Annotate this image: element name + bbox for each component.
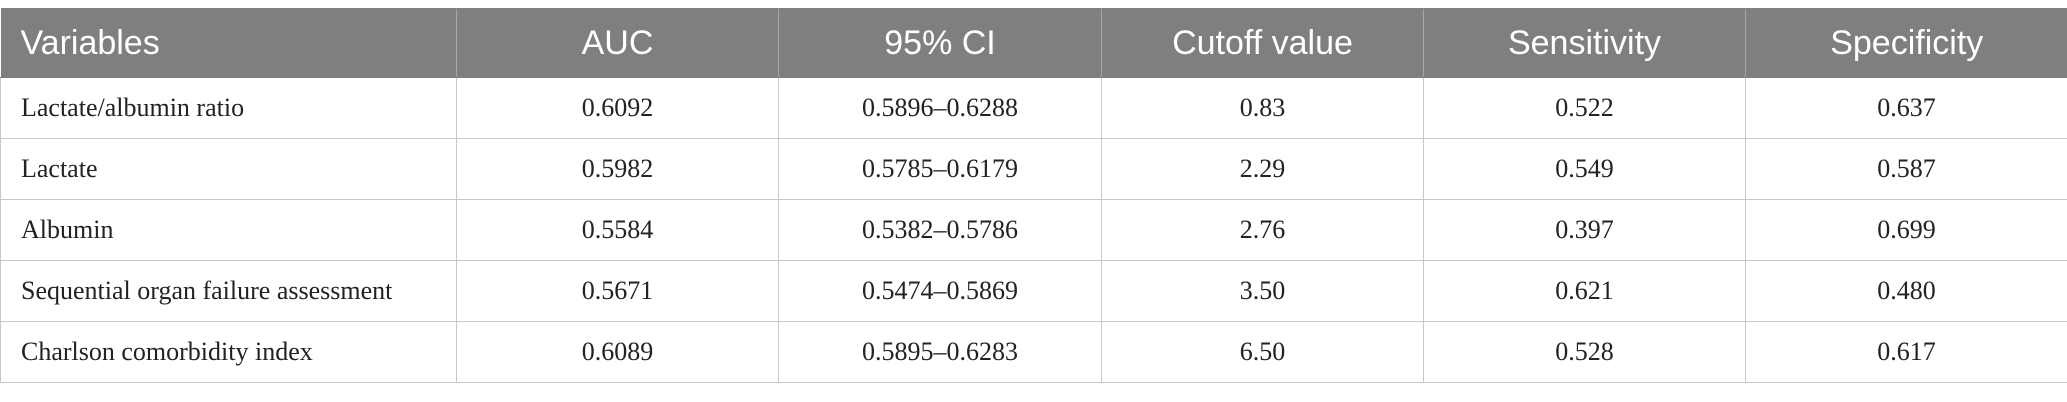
- table-row: Charlson comorbidity index 0.6089 0.5895…: [0, 321, 2067, 383]
- cell-sensitivity: 0.397: [1423, 199, 1746, 261]
- cell-specificity: 0.637: [1745, 77, 2067, 139]
- header-sensitivity: Sensitivity: [1423, 8, 1746, 78]
- table-row: Sequential organ failure assessment 0.56…: [0, 260, 2067, 322]
- cell-specificity: 0.587: [1745, 138, 2067, 200]
- cell-specificity: 0.699: [1745, 199, 2067, 261]
- cell-auc: 0.6092: [456, 77, 779, 139]
- table-row: Albumin 0.5584 0.5382–0.5786 2.76 0.397 …: [0, 199, 2067, 261]
- cell-cutoff-value: 0.83: [1101, 77, 1424, 139]
- table-row: Lactate/albumin ratio 0.6092 0.5896–0.62…: [0, 77, 2067, 139]
- table-row: Lactate 0.5982 0.5785–0.6179 2.29 0.549 …: [0, 138, 2067, 200]
- header-cutoff-value: Cutoff value: [1101, 8, 1424, 78]
- header-95-ci: 95% CI: [778, 8, 1102, 78]
- results-table: Variables AUC 95% CI Cutoff value Sensit…: [0, 8, 2067, 383]
- cell-variable: Albumin: [0, 199, 457, 261]
- cell-variable: Sequential organ failure assessment: [0, 260, 457, 322]
- cell-variable: Lactate/albumin ratio: [0, 77, 457, 139]
- header-variables: Variables: [0, 8, 457, 78]
- cell-sensitivity: 0.549: [1423, 138, 1746, 200]
- cell-auc: 0.5584: [456, 199, 779, 261]
- cell-95-ci: 0.5382–0.5786: [778, 199, 1102, 261]
- cell-sensitivity: 0.528: [1423, 321, 1746, 383]
- cell-variable: Charlson comorbidity index: [0, 321, 457, 383]
- cell-95-ci: 0.5895–0.6283: [778, 321, 1102, 383]
- cell-sensitivity: 0.621: [1423, 260, 1746, 322]
- table-body: Lactate/albumin ratio 0.6092 0.5896–0.62…: [0, 77, 2067, 383]
- cell-variable: Lactate: [0, 138, 457, 200]
- header-row: Variables AUC 95% CI Cutoff value Sensit…: [0, 8, 2067, 78]
- cell-cutoff-value: 2.76: [1101, 199, 1424, 261]
- header-auc: AUC: [456, 8, 779, 78]
- cell-cutoff-value: 2.29: [1101, 138, 1424, 200]
- cell-auc: 0.5982: [456, 138, 779, 200]
- header-specificity: Specificity: [1745, 8, 2067, 78]
- cell-specificity: 0.617: [1745, 321, 2067, 383]
- cell-specificity: 0.480: [1745, 260, 2067, 322]
- cell-95-ci: 0.5474–0.5869: [778, 260, 1102, 322]
- cell-cutoff-value: 3.50: [1101, 260, 1424, 322]
- cell-sensitivity: 0.522: [1423, 77, 1746, 139]
- cell-cutoff-value: 6.50: [1101, 321, 1424, 383]
- cell-auc: 0.5671: [456, 260, 779, 322]
- table-header: Variables AUC 95% CI Cutoff value Sensit…: [0, 8, 2067, 78]
- cell-auc: 0.6089: [456, 321, 779, 383]
- cell-95-ci: 0.5785–0.6179: [778, 138, 1102, 200]
- cell-95-ci: 0.5896–0.6288: [778, 77, 1102, 139]
